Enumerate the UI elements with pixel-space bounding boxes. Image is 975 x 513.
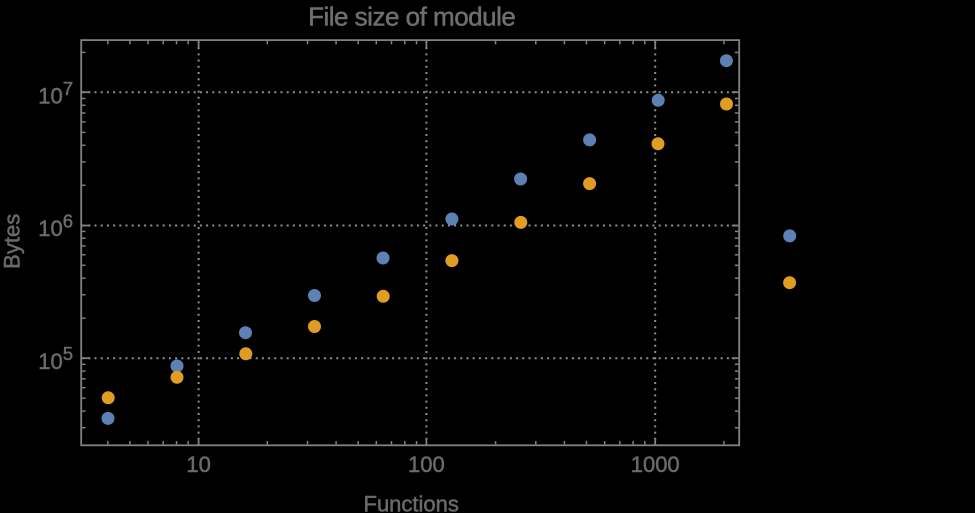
svg-text:106: 106 [38,210,73,241]
svg-text:1000: 1000 [631,452,680,477]
svg-text:107: 107 [38,78,73,109]
svg-text:Bytes: Bytes [0,214,25,269]
svg-text:File size of module: File size of module [308,1,515,31]
svg-text:10: 10 [186,452,210,477]
svg-text:105: 105 [38,343,73,374]
svg-text:Functions: Functions [364,492,459,513]
svg-text:100: 100 [408,452,445,477]
